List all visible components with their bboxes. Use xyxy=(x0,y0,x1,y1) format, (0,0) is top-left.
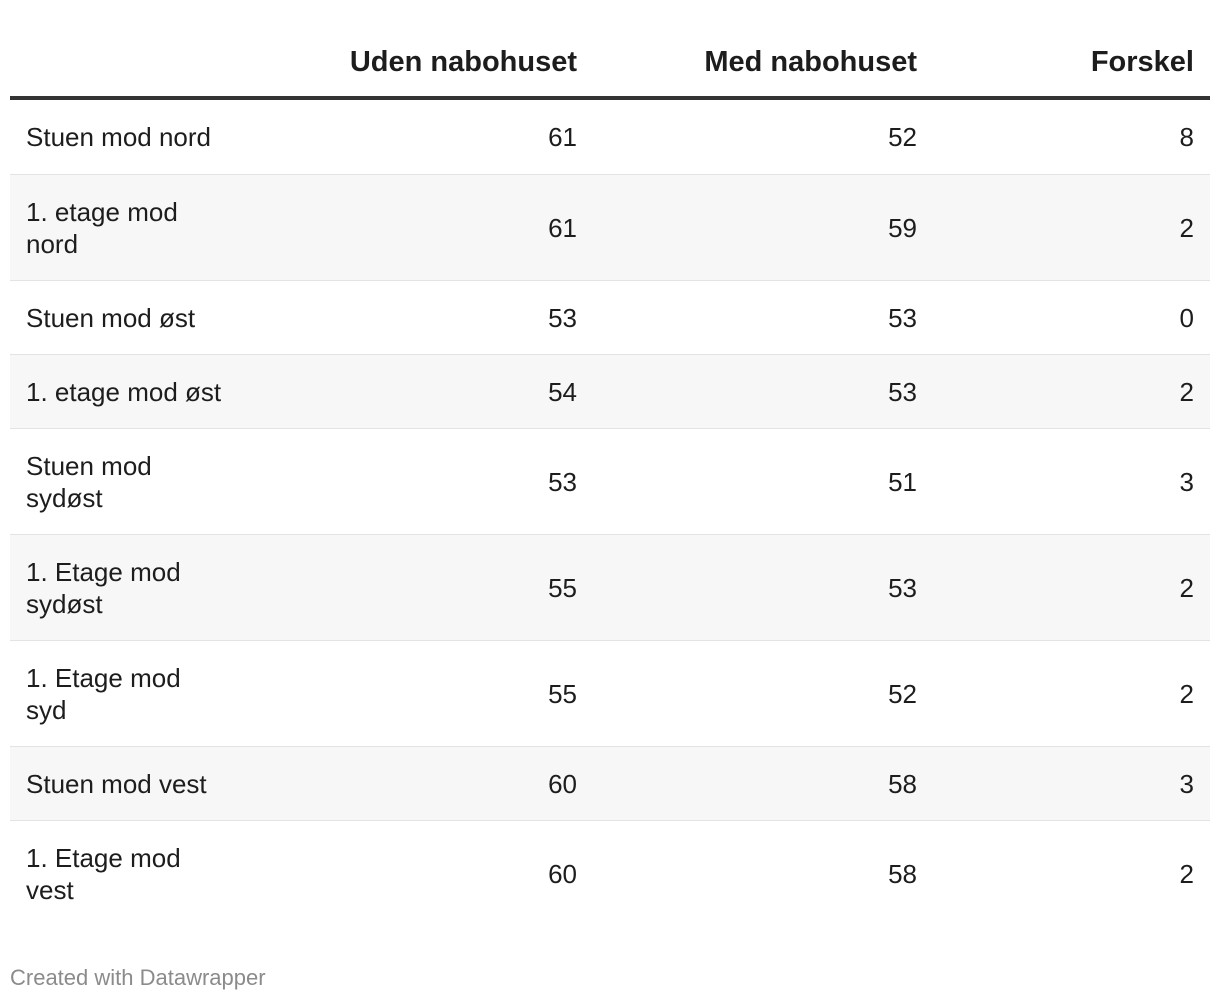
cell-med: 53 xyxy=(593,354,933,429)
row-label: 1. etage mod nord xyxy=(10,174,260,281)
table-row: Stuen mod nord 61 52 8 xyxy=(10,98,1210,175)
cell-med: 59 xyxy=(593,174,933,281)
data-table-container: Uden nabohuset Med nabohuset Forskel Stu… xyxy=(10,28,1210,927)
cell-med: 52 xyxy=(593,98,933,175)
table-row: 1. Etage mod syd 55 52 2 xyxy=(10,640,1210,747)
row-label: 1. Etage mod syd xyxy=(10,640,260,747)
header-uden-nabohuset: Uden nabohuset xyxy=(260,28,593,100)
cell-uden: 60 xyxy=(260,746,593,821)
row-label: Stuen mod nord xyxy=(10,98,260,175)
cell-forskel: 8 xyxy=(933,98,1210,175)
table-row: Stuen mod øst 53 53 0 xyxy=(10,280,1210,355)
cell-med: 58 xyxy=(888,859,917,889)
cell-uden: 61 xyxy=(260,98,593,175)
table-row: 1. etage mod nord 61 59 2 xyxy=(10,174,1210,281)
cell-med: 58 xyxy=(593,746,933,821)
cell-forskel: 2 xyxy=(933,174,1210,281)
cell-med: 51 xyxy=(593,428,933,535)
row-label-text: Stuen mod sydøst xyxy=(26,450,152,513)
table-row: Stuen mod vest 60 58 3 xyxy=(10,746,1210,821)
cell-uden: 55 xyxy=(260,640,593,747)
row-label-text: Stuen mod nord xyxy=(26,122,212,152)
row-label-text: 1. Etage mod vest xyxy=(26,843,181,905)
cell-forskel: 2 xyxy=(933,640,1210,747)
row-label-text: Stuen mod vest xyxy=(26,768,207,799)
header-med-nabohuset: Med nabohuset xyxy=(593,28,933,100)
table-row: Stuen mod sydøst 53 51 3 xyxy=(10,428,1210,535)
table-row: 1. Etage mod sydøst 55 53 2 xyxy=(10,534,1210,641)
cell-forskel: 0 xyxy=(933,280,1210,355)
header-forskel: Forskel xyxy=(933,28,1210,100)
data-table: Uden nabohuset Med nabohuset Forskel Stu… xyxy=(10,28,1210,927)
row-label-text: 1. etage mod øst xyxy=(26,376,222,407)
cell-forskel: 3 xyxy=(933,428,1210,535)
cell-med: 53 xyxy=(593,280,933,355)
row-label: 1. Etage mod vest xyxy=(10,821,260,928)
row-label: Stuen mod øst xyxy=(10,280,260,355)
row-label: Stuen mod vest xyxy=(10,746,260,821)
cell-uden: 54 xyxy=(260,354,593,429)
cell-forskel: 2 xyxy=(933,534,1210,641)
cell-uden: 53 xyxy=(260,280,593,355)
row-label: 1. Etage mod sydøst xyxy=(10,534,260,641)
datawrapper-credit[interactable]: Created with Datawrapper xyxy=(10,965,266,990)
row-label-text: 1. Etage mod syd xyxy=(26,662,181,725)
row-label-text: Stuen mod øst xyxy=(26,302,196,333)
cell-uden: 60 xyxy=(548,859,577,889)
cell-uden: 55 xyxy=(260,534,593,641)
header-label-column xyxy=(10,28,260,100)
table-body: Stuen mod nord 61 52 8 1. etage mod nord… xyxy=(10,98,1210,927)
header-row: Uden nabohuset Med nabohuset Forskel xyxy=(10,28,1210,100)
row-label-text: 1. etage mod nord xyxy=(26,196,178,259)
row-label: 1. etage mod øst xyxy=(10,354,260,429)
table-row: 1. Etage mod vest 60 58 2 xyxy=(10,821,1210,928)
cell-forskel: 2 xyxy=(933,354,1210,429)
cell-forskel: 3 xyxy=(933,746,1210,821)
cell-forskel: 2 xyxy=(1179,859,1194,889)
row-label-text: 1. Etage mod sydøst xyxy=(26,556,181,619)
cell-uden: 61 xyxy=(260,174,593,281)
cell-med: 52 xyxy=(593,640,933,747)
cell-uden: 53 xyxy=(260,428,593,535)
table-header: Uden nabohuset Med nabohuset Forskel xyxy=(10,28,1210,100)
cell-med: 53 xyxy=(593,534,933,641)
table-row: 1. etage mod øst 54 53 2 xyxy=(10,354,1210,429)
row-label: Stuen mod sydøst xyxy=(10,428,260,535)
